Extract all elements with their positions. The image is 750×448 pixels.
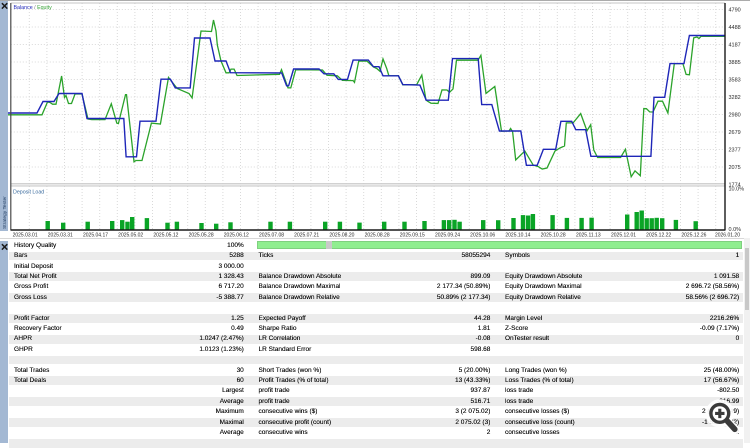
svg-text:2377: 2377 [729, 147, 741, 153]
svg-text:2025.11.13: 2025.11.13 [576, 233, 601, 239]
svg-text:2025.07.21: 2025.07.21 [294, 233, 319, 239]
svg-text:2025.05.28: 2025.05.28 [189, 233, 214, 239]
svg-text:3282: 3282 [729, 95, 741, 101]
svg-text:2025.05.12: 2025.05.12 [153, 233, 178, 239]
svg-text:2025.10.28: 2025.10.28 [541, 233, 566, 239]
svg-text:2075: 2075 [729, 165, 741, 171]
svg-text:Deposit Load: Deposit Load [13, 190, 44, 196]
svg-text:10.0%: 10.0% [729, 187, 745, 193]
svg-text:1774: 1774 [729, 182, 741, 188]
svg-text:2980: 2980 [729, 112, 741, 118]
svg-text:2025.05.02: 2025.05.02 [118, 233, 143, 239]
svg-text:3885: 3885 [729, 60, 741, 66]
svg-text:2679: 2679 [729, 130, 741, 136]
svg-text:3583: 3583 [729, 77, 741, 83]
svg-text:2025.03.01: 2025.03.01 [13, 233, 38, 239]
svg-text:2025.12.22: 2025.12.22 [646, 233, 671, 239]
svg-text:2025.03.31: 2025.03.31 [48, 233, 73, 239]
svg-text:2025.10.14: 2025.10.14 [505, 233, 530, 239]
svg-text:Balance / Equity: Balance / Equity [14, 5, 53, 11]
svg-text:2026.01.20: 2026.01.20 [715, 233, 740, 239]
svg-text:2025.10.06: 2025.10.06 [470, 233, 495, 239]
svg-text:2025.12.01: 2025.12.01 [611, 233, 636, 239]
svg-text:Strategy Tester: Strategy Tester [2, 196, 8, 229]
svg-text:2025.08.28: 2025.08.28 [365, 233, 390, 239]
svg-text:2025.06.12: 2025.06.12 [224, 233, 249, 239]
svg-text:0.0%: 0.0% [729, 227, 742, 233]
svg-text:2025.07.08: 2025.07.08 [259, 233, 284, 239]
svg-text:2025.09.24: 2025.09.24 [435, 233, 460, 239]
svg-text:2025.12.26: 2025.12.26 [681, 233, 706, 239]
svg-text:2025.08.20: 2025.08.20 [329, 233, 354, 239]
svg-text:2025.04.17: 2025.04.17 [83, 233, 108, 239]
svg-text:4488: 4488 [729, 25, 741, 31]
svg-text:2025.09.15: 2025.09.15 [400, 233, 425, 239]
svg-text:4187: 4187 [729, 42, 741, 48]
svg-text:4790: 4790 [729, 7, 741, 13]
